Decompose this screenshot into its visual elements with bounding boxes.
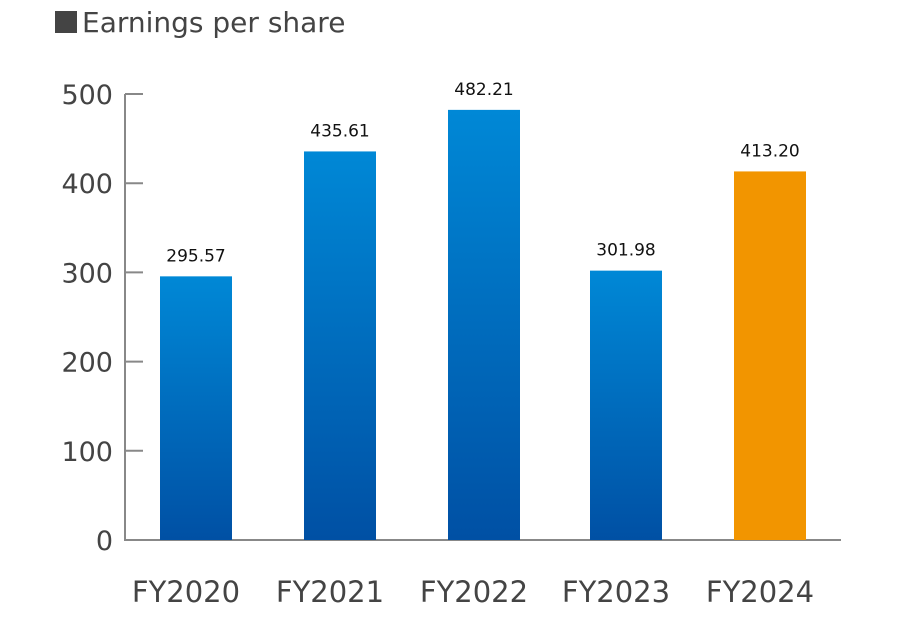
title-marker-square-icon (55, 11, 77, 33)
value-label-fy2021: 435.61 (310, 121, 369, 141)
x-axis-tick-labels: FY2020 FY2021 FY2022 FY2023 FY2024 (132, 575, 814, 609)
x-tick-label-fy2021: FY2021 (276, 575, 384, 609)
y-tick-label: 200 (61, 348, 113, 379)
value-labels: 295.57 435.61 482.21 301.98 413.20 (166, 80, 799, 266)
y-tick-label: 400 (61, 169, 113, 200)
value-label-fy2023: 301.98 (596, 241, 655, 261)
bar-fy2024 (734, 171, 806, 540)
y-axis-ticks: 0 100 200 300 400 500 (61, 80, 143, 557)
chart-title: Earnings per share (82, 6, 345, 39)
value-label-fy2024: 413.20 (740, 141, 799, 161)
y-tick-label: 500 (61, 80, 113, 111)
value-label-fy2022: 482.21 (454, 80, 513, 100)
x-tick-label-fy2023: FY2023 (562, 575, 670, 609)
x-tick-label-fy2020: FY2020 (132, 575, 240, 609)
bar-fy2022 (448, 109, 520, 540)
value-label-fy2020: 295.57 (166, 246, 225, 266)
y-tick-label: 100 (61, 437, 113, 468)
bars (160, 109, 806, 540)
x-tick-label-fy2022: FY2022 (420, 575, 528, 609)
y-tick-label: 300 (61, 258, 113, 289)
bar-fy2020 (160, 276, 232, 540)
x-tick-label-fy2024: FY2024 (706, 575, 814, 609)
bar-fy2023 (590, 270, 662, 540)
y-tick-label: 0 (96, 526, 113, 557)
bar-fy2021 (304, 151, 376, 540)
